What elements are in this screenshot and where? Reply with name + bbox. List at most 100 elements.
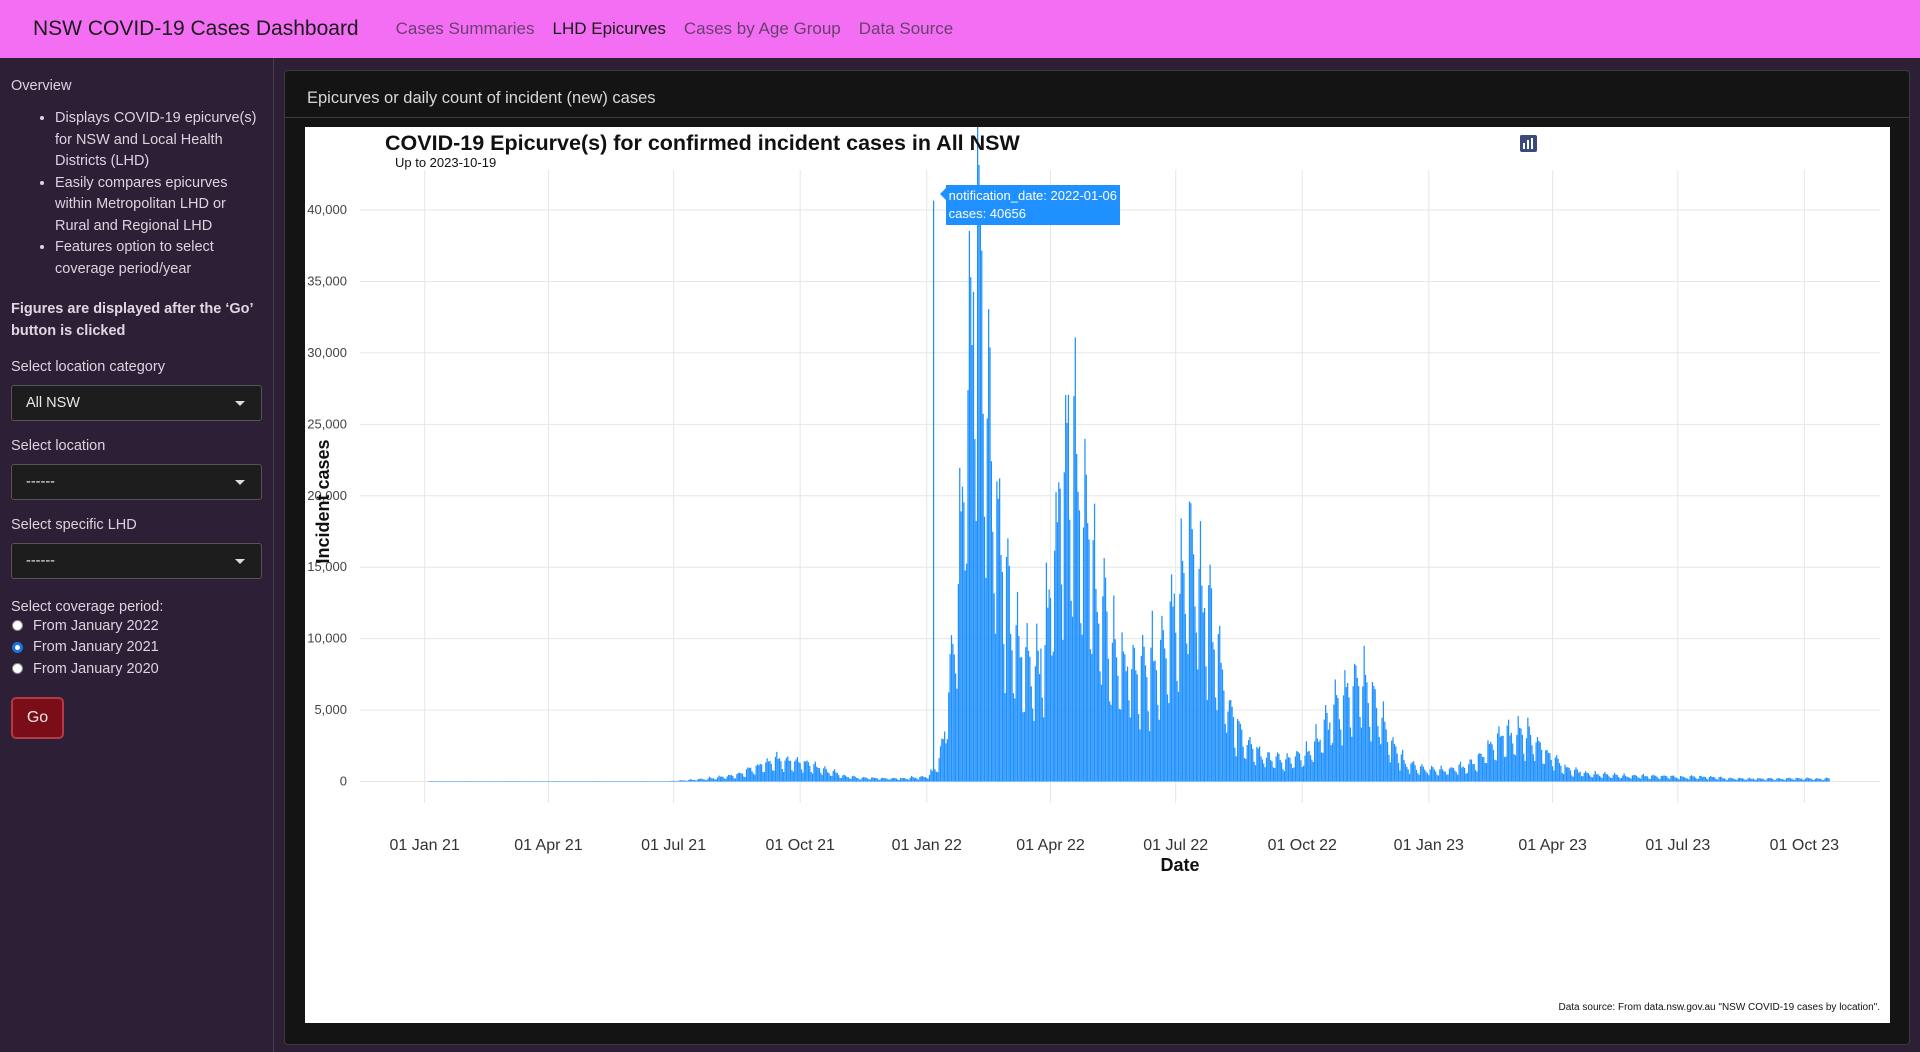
data-bar xyxy=(711,778,713,782)
data-bar xyxy=(1473,764,1475,782)
data-bar xyxy=(1457,774,1459,782)
data-bar xyxy=(1564,764,1566,782)
pan-icon[interactable] xyxy=(1520,135,1601,152)
data-bar xyxy=(744,777,746,782)
plotly-logo-icon[interactable] xyxy=(1520,135,1886,152)
data-bar xyxy=(1384,721,1386,782)
data-bar xyxy=(1396,753,1398,782)
data-bar xyxy=(1789,778,1792,782)
nav-cases-summaries[interactable]: Cases Summaries xyxy=(395,19,535,38)
specific-lhd-select[interactable]: ------ xyxy=(11,543,262,579)
data-bar xyxy=(586,781,588,782)
data-bar xyxy=(1198,568,1200,782)
data-bar xyxy=(873,778,876,782)
box-select-icon[interactable] xyxy=(1520,135,1628,152)
data-bar xyxy=(568,781,570,782)
autoscale-icon[interactable] xyxy=(1520,135,1750,152)
data-bar xyxy=(1330,745,1332,782)
data-bar xyxy=(627,781,629,782)
nav-cases-by-age-group[interactable]: Cases by Age Group xyxy=(683,19,841,38)
radio-from-january-2021[interactable]: From January 2021 xyxy=(11,637,262,659)
data-bar xyxy=(524,781,526,782)
reset-axes-icon[interactable] xyxy=(1521,135,1777,152)
data-bar xyxy=(1446,774,1448,782)
zoom-out-icon[interactable] xyxy=(1520,135,1723,152)
data-bar xyxy=(1602,773,1605,782)
data-bar xyxy=(1254,765,1257,782)
data-bar xyxy=(1615,774,1617,782)
data-bar xyxy=(1190,503,1192,782)
data-bar xyxy=(1736,779,1738,782)
data-bar xyxy=(558,781,561,782)
epicurve-plot[interactable]: 0 5,000 10,000 15,000 20,000 25,000 30,000 35,0… xyxy=(305,127,1890,1023)
data-bar xyxy=(777,758,779,782)
data-bar xyxy=(927,778,929,782)
radio-from-january-2022[interactable]: From January 2022 xyxy=(11,615,262,637)
data-bar xyxy=(858,779,860,782)
radio-from-january-2020[interactable]: From January 2020 xyxy=(11,658,262,680)
data-bar xyxy=(1239,723,1241,782)
radio-circle[interactable] xyxy=(12,663,23,675)
dashboard-brand[interactable]: NSW COVID-19 Cases Dashboard xyxy=(33,17,359,40)
data-bar xyxy=(725,778,727,782)
data-bar xyxy=(1693,776,1695,782)
data-bar xyxy=(880,778,882,782)
data-bar xyxy=(1820,778,1822,782)
data-bar xyxy=(1678,779,1680,782)
y-tick-label: 35,000 xyxy=(307,273,347,288)
location-select[interactable]: ------ xyxy=(11,464,262,500)
data-bar xyxy=(1627,777,1629,782)
data-bar xyxy=(1132,644,1134,782)
data-bar xyxy=(1452,768,1455,782)
data-bar xyxy=(1172,606,1174,782)
data-bar xyxy=(1756,778,1759,782)
epicurve-chart[interactable]: 0 5,000 10,000 15,000 20,000 25,000 30,000 35,0… xyxy=(305,127,1890,1023)
data-bar xyxy=(754,774,756,782)
data-bar xyxy=(1209,564,1211,782)
data-bar xyxy=(1261,759,1263,782)
data-bar xyxy=(1290,763,1292,782)
data-bar xyxy=(792,771,794,782)
data-bar xyxy=(593,781,595,782)
radio-circle-checked[interactable] xyxy=(12,641,23,653)
data-bar xyxy=(1557,758,1559,782)
data-bar xyxy=(926,778,928,782)
data-bar xyxy=(1364,674,1367,782)
data-bar xyxy=(484,781,486,782)
chevron-down-icon xyxy=(235,400,245,406)
compare-hover-icon[interactable] xyxy=(1521,135,1845,152)
data-bar xyxy=(1585,771,1587,782)
data-bar xyxy=(1362,686,1364,782)
data-bar xyxy=(1078,510,1081,782)
data-bar xyxy=(662,781,664,782)
nav-data-source[interactable]: Data Source xyxy=(858,19,954,38)
nav-lhd-epicurves[interactable]: LHD Epicurves xyxy=(552,19,666,38)
data-bar xyxy=(499,781,501,782)
data-bar xyxy=(513,781,515,782)
data-bar xyxy=(847,777,849,782)
data-bar xyxy=(1023,711,1026,782)
data-bar xyxy=(481,781,484,782)
spike-lines-icon[interactable] xyxy=(1520,135,1818,152)
data-bar xyxy=(1477,754,1479,782)
data-bar xyxy=(1120,709,1122,782)
location-category-select[interactable]: All NSW xyxy=(11,385,262,421)
data-bar xyxy=(1708,777,1711,782)
data-bar xyxy=(733,778,735,782)
data-bar xyxy=(528,781,530,782)
data-bar xyxy=(1660,775,1662,782)
data-bar xyxy=(463,781,466,782)
radio-circle[interactable] xyxy=(12,620,23,632)
lasso-icon[interactable] xyxy=(1520,135,1655,152)
data-bar xyxy=(839,777,841,782)
go-button[interactable]: Go xyxy=(11,696,64,739)
data-bar xyxy=(1397,762,1400,782)
data-bar xyxy=(803,761,805,782)
zoom-in-icon[interactable] xyxy=(1520,135,1696,152)
zoom-icon[interactable] xyxy=(1520,135,1574,152)
data-bar xyxy=(1461,767,1463,782)
data-bar xyxy=(1586,772,1588,782)
data-bar xyxy=(520,781,522,782)
data-bar xyxy=(862,777,865,782)
data-bar xyxy=(836,773,838,782)
